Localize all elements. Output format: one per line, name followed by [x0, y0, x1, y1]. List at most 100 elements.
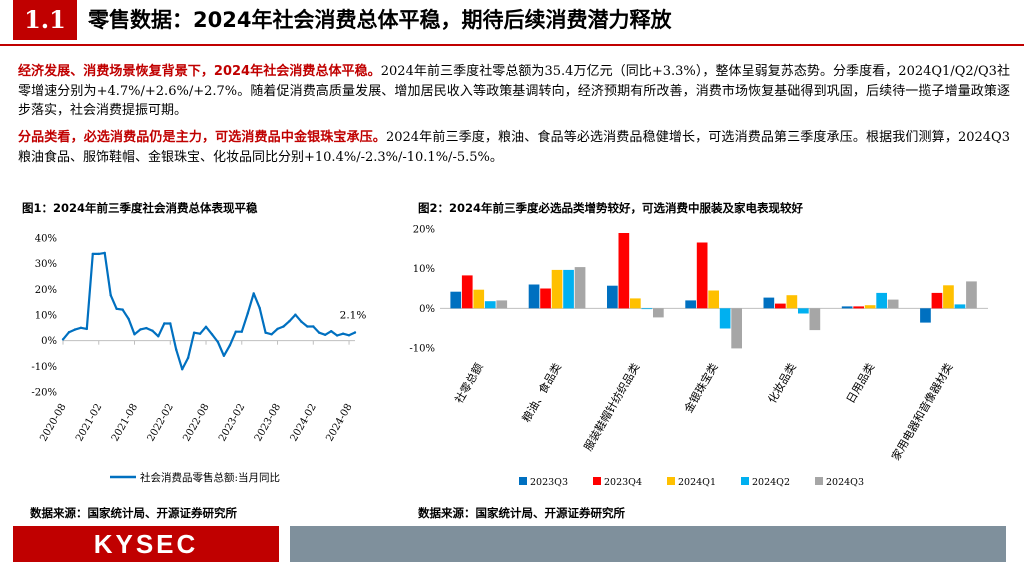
figure-1-title: 图1：2024年前三季度社会消费总体表现平稳: [22, 201, 258, 215]
data-point: [157, 335, 160, 338]
line-chart-retail-growth: 40% 30% 20% 10% 0% -10% -20% 2020-08 2021-02 2021…: [31, 234, 367, 485]
paragraph-2-lead: 分品类看，必选消费品仍是主力，可选消费品中金银珠宝承压。: [18, 130, 386, 145]
data-point: [127, 317, 130, 321]
page-header: 1.1 零售数据：2024年社会消费总体平稳，期待后续消费潜力释放: [0, 0, 1024, 42]
bar-2024Q2: [719, 308, 731, 329]
bar-2024Q2: [641, 308, 653, 310]
bar-2024Q1: [786, 295, 798, 309]
category-label: 服装鞋帽针纺织品类: [581, 361, 643, 454]
data-point: [312, 325, 315, 328]
legend-label-2024Q2: 2024Q2: [752, 477, 790, 488]
footer-bar: [290, 526, 1006, 562]
bar-2024Q1: [551, 269, 563, 309]
bar-2023Q3: [920, 308, 931, 323]
legend-swatch-2024Q2: [741, 477, 749, 485]
x-tick-label: 2021-02: [74, 402, 104, 443]
bar-2024Q3: [731, 308, 742, 349]
category-label: 化妆品类: [765, 361, 799, 406]
data-point: [294, 313, 297, 316]
bar-2023Q3: [685, 300, 696, 309]
bar-2023Q4: [540, 288, 551, 309]
data-point: [264, 331, 267, 334]
data-point: [246, 312, 249, 315]
category-label: 粮油、食品类: [519, 361, 564, 425]
data-point: [61, 338, 65, 341]
y-tick-label: 20%: [35, 285, 57, 296]
y-tick-label: 0%: [41, 336, 57, 347]
header-divider: [0, 44, 1024, 46]
data-point: [73, 328, 77, 331]
y-tick-label: -10%: [31, 362, 57, 373]
bar-2023Q4: [931, 292, 943, 309]
bar-2023Q4: [853, 306, 864, 309]
bar-2024Q3: [887, 299, 899, 309]
bar-2024Q1: [630, 298, 641, 309]
data-point: [175, 348, 178, 351]
data-point: [330, 330, 333, 333]
series-line-retail-yoy: [62, 251, 356, 371]
x-tick-label: 2023-08: [253, 402, 283, 443]
data-point: [288, 320, 291, 323]
legend-label-2024Q1: 2024Q1: [678, 477, 716, 488]
data-point: [97, 252, 101, 256]
data-point: [204, 325, 208, 328]
bar-2023Q4: [618, 233, 630, 309]
data-point: [151, 329, 154, 332]
paragraph-2-body: 2024年前三季度，粮油、食品等必选消费品稳健增长，可选消费品第三季度承压。根据…: [18, 130, 1010, 165]
data-point: [347, 334, 351, 337]
category-label: 日用品类: [843, 360, 877, 405]
paragraph-1: 经济发展、消费场景恢复背景下，2024年社会消费总体平稳。2024年前三季度社零…: [18, 62, 1010, 121]
bar-2024Q2: [876, 292, 887, 309]
y-tick-label: 10%: [35, 311, 57, 322]
paragraph-1-lead: 经济发展、消费场景恢复背景下，2024年社会消费总体平稳。: [18, 64, 381, 79]
bar-2023Q3: [450, 291, 462, 309]
data-point: [145, 326, 148, 330]
figure-2-title: 图2：2024年前三季度必选品类增势较好，可选消费中服装及家电表现较好: [418, 201, 804, 215]
legend-label: 社会消费品零售总额:当月同比: [140, 471, 280, 484]
data-point: [115, 307, 118, 310]
category-label: 社零总额: [452, 361, 486, 406]
x-tick-label: 2022-08: [181, 402, 211, 443]
data-point: [198, 332, 202, 335]
data-point: [300, 320, 303, 323]
data-point: [192, 331, 196, 334]
data-point: [79, 326, 83, 329]
y-tick-label: 40%: [35, 234, 57, 245]
data-point: [282, 325, 285, 328]
data-point: [85, 327, 89, 331]
data-point: [103, 251, 106, 255]
data-point: [318, 331, 321, 334]
data-point: [181, 368, 184, 371]
data-point: [306, 325, 309, 328]
data-point: [234, 330, 237, 333]
data-point: [210, 333, 214, 336]
data-point: [335, 334, 339, 337]
bar-2024Q3: [966, 281, 977, 309]
data-point: [228, 344, 232, 347]
bar-2024Q3: [653, 308, 664, 318]
bar-2024Q3: [574, 267, 586, 309]
category-label: 家用电器和音像器材类: [888, 361, 955, 463]
bar-2024Q2: [484, 301, 496, 309]
bar-2023Q3: [607, 285, 618, 309]
bar-2024Q3: [809, 308, 821, 331]
y-tick-label: -10%: [409, 344, 435, 355]
y-tick-label: -20%: [31, 388, 57, 399]
bar-2023Q3: [841, 306, 853, 309]
bar-2024Q1: [864, 305, 876, 309]
last-value-annotation: 2.1%: [340, 309, 367, 321]
data-point: [169, 322, 172, 325]
bar-2024Q1: [473, 289, 485, 309]
data-point: [240, 330, 243, 333]
kysec-logo: KYSEC: [13, 526, 279, 562]
data-point: [186, 356, 190, 360]
legend-label-2023Q3: 2023Q3: [530, 477, 568, 488]
y-tick-label: 20%: [413, 225, 435, 236]
data-point: [109, 294, 112, 297]
figure-1-source: 数据来源：国家统计局、开源证券研究所: [30, 506, 237, 520]
data-point: [133, 333, 136, 336]
legend-label-2023Q4: 2023Q4: [604, 477, 642, 488]
x-tick-label: 2020-08: [38, 402, 68, 443]
bar-2024Q1: [708, 290, 719, 309]
data-point: [276, 327, 279, 331]
